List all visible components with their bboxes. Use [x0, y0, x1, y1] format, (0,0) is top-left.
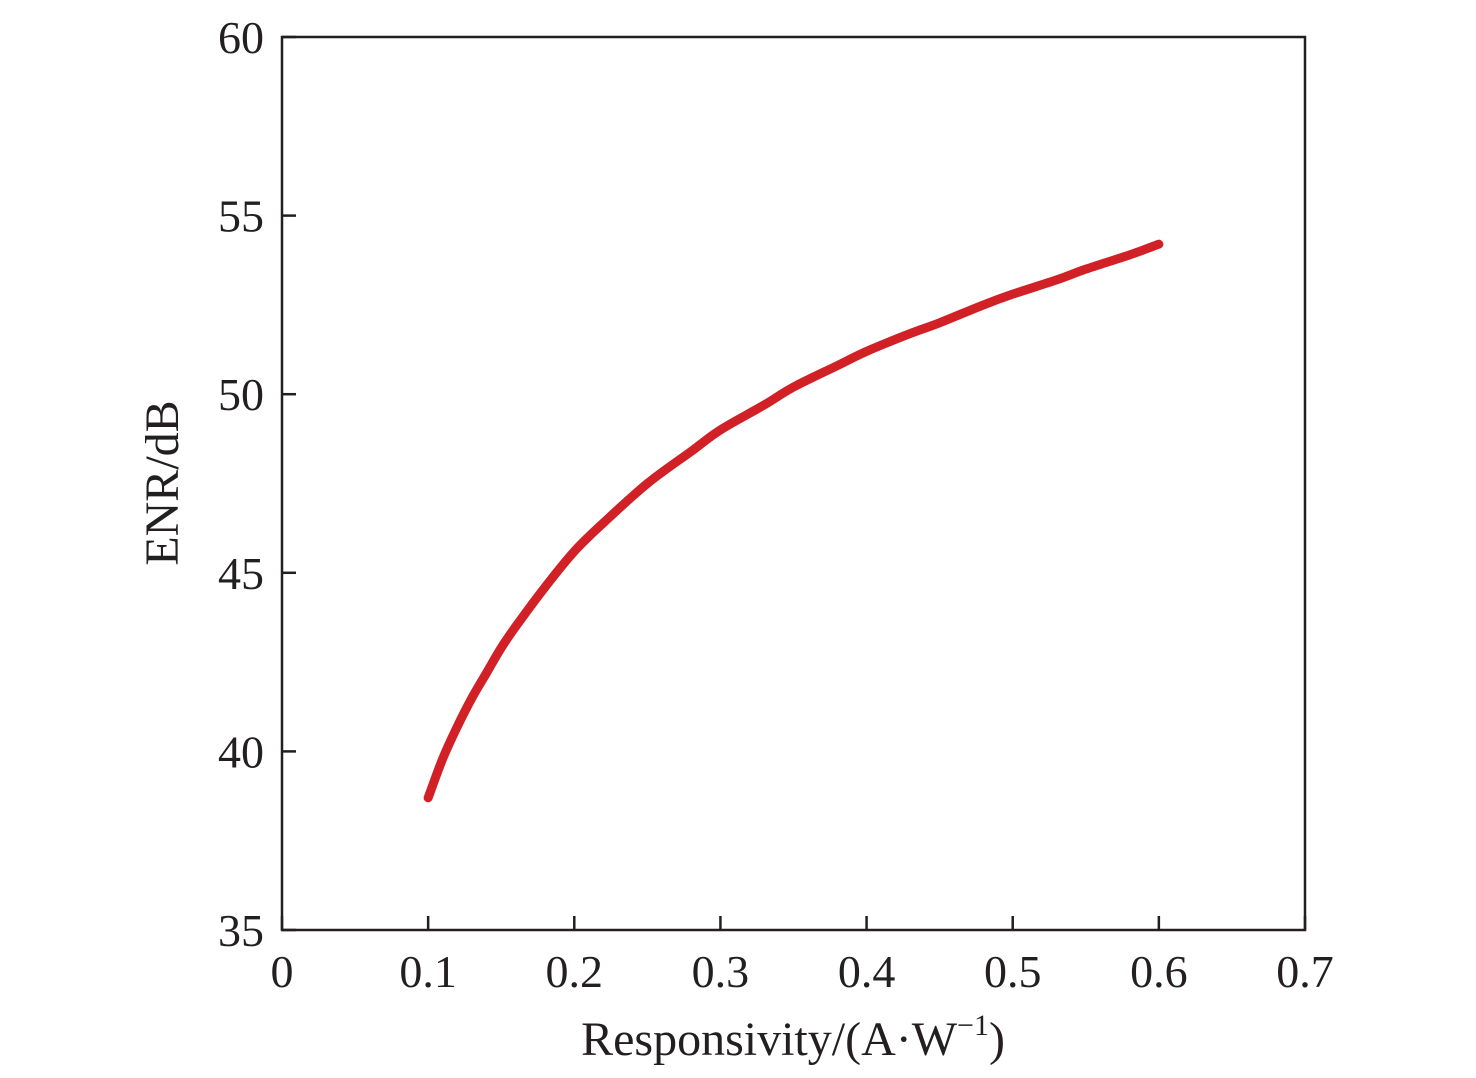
x-tick-label: 0.2: [546, 946, 604, 997]
x-tick-label: 0.6: [1130, 946, 1188, 997]
y-tick-label: 55: [218, 191, 264, 242]
x-tick-label: 0.7: [1276, 946, 1334, 997]
y-tick-label: 40: [218, 726, 264, 777]
ticks-layer: [280, 35, 1307, 932]
series-line: [423, 239, 1164, 803]
x-tick-label: 0.1: [399, 946, 457, 997]
x-tick-label: 0.3: [692, 946, 750, 997]
x-tick-label: 0.5: [984, 946, 1042, 997]
y-tick-label: 35: [218, 905, 264, 956]
x-axis-label-main: Responsivity/(A·W: [581, 1013, 958, 1066]
x-axis-label-suffix: ): [989, 1013, 1005, 1066]
y-tick-label: 45: [218, 548, 264, 599]
y-axis-label: ENR/dB: [136, 400, 189, 565]
tick-labels-layer: 0 0.1 0.2 0.3 0.4 0.5 0.6 0.7 35 40 45 50 55 60: [218, 12, 1334, 997]
series-layer: [423, 239, 1164, 803]
x-axis-label-superscript: −1: [957, 1009, 989, 1042]
x-axis-label: Responsivity/(A·W−1): [581, 1009, 1005, 1066]
x-tick-label: 0: [271, 946, 294, 997]
y-tick-label: 50: [218, 369, 264, 420]
x-tick-label: 0.4: [838, 946, 896, 997]
plot-frame: [280, 35, 1307, 932]
y-tick-label: 60: [218, 12, 264, 63]
